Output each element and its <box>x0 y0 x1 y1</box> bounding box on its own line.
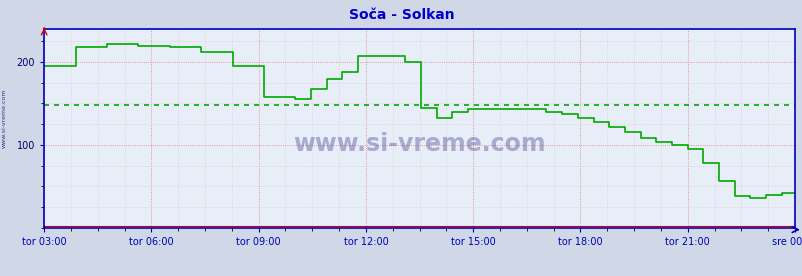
Text: www.si-vreme.com: www.si-vreme.com <box>2 89 6 148</box>
Text: www.si-vreme.com: www.si-vreme.com <box>293 132 545 156</box>
Text: Soča - Solkan: Soča - Solkan <box>348 8 454 22</box>
